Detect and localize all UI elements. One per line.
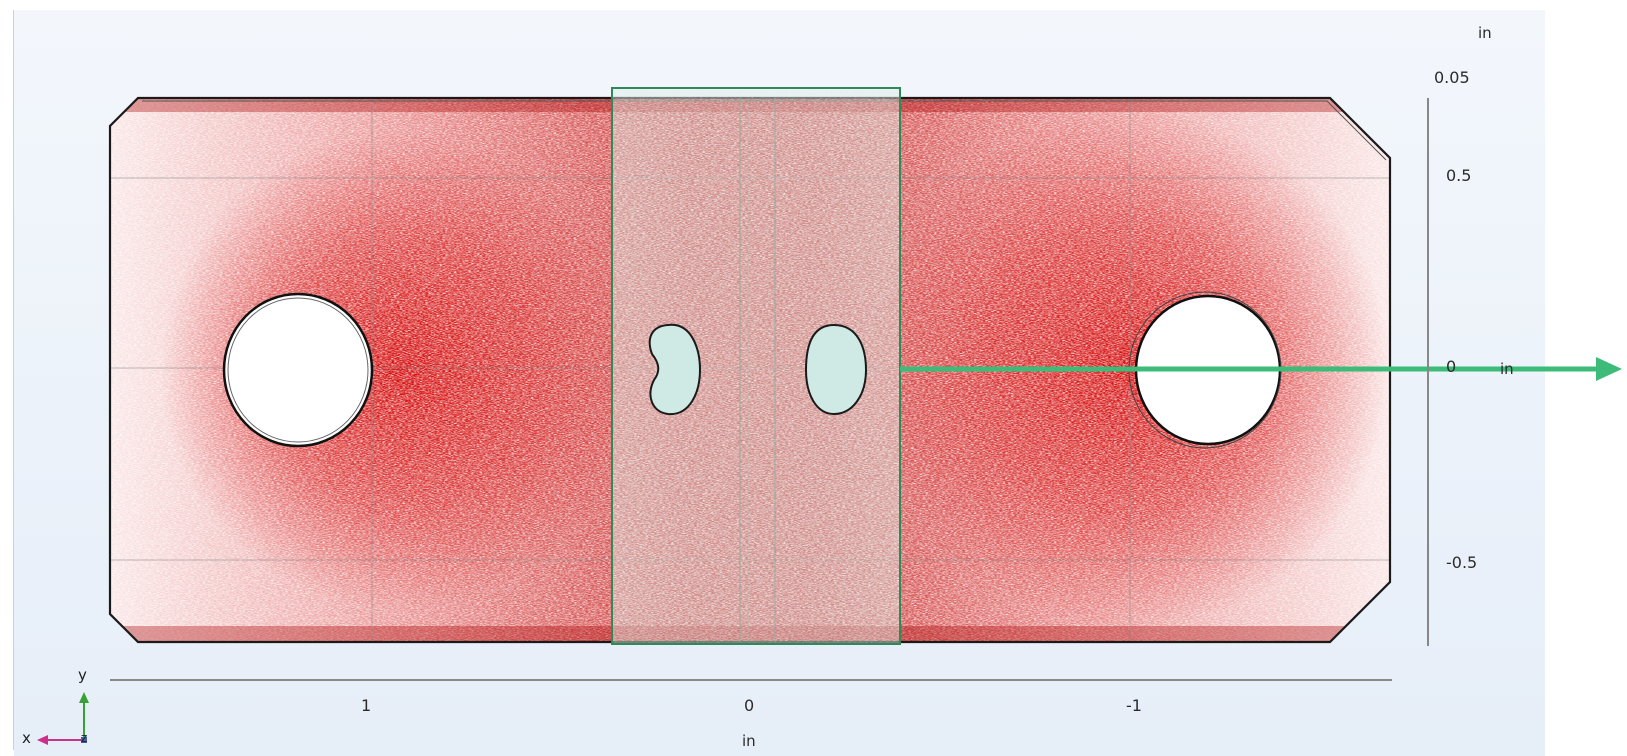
y-tick-label: 0.05 xyxy=(1434,68,1470,87)
triad-z-label: z xyxy=(81,731,88,745)
y-axis-unit-side: in xyxy=(1500,360,1514,378)
plate-outline xyxy=(108,96,1392,644)
y-tick-label: 0 xyxy=(1446,357,1457,376)
triad-y-label: y xyxy=(78,666,87,684)
bolt-hole-left xyxy=(222,292,374,448)
direction-arrow xyxy=(900,357,1622,381)
cutout-left xyxy=(648,323,702,416)
y-tick-label: -0.5 xyxy=(1446,553,1478,572)
x-axis-unit: in xyxy=(742,732,756,750)
axis-triad xyxy=(37,692,89,745)
triad-x-label: x xyxy=(22,729,31,747)
x-tick-label: 1 xyxy=(361,696,372,715)
x-tick-label: -1 xyxy=(1126,696,1142,715)
y-tick-label: 0.5 xyxy=(1446,166,1472,185)
highlight-region[interactable] xyxy=(611,87,901,645)
x-tick-label: 0 xyxy=(744,696,755,715)
viewport-left-border xyxy=(13,10,14,750)
y-axis-unit-top: in xyxy=(1478,24,1492,42)
cutout-right xyxy=(804,323,868,416)
